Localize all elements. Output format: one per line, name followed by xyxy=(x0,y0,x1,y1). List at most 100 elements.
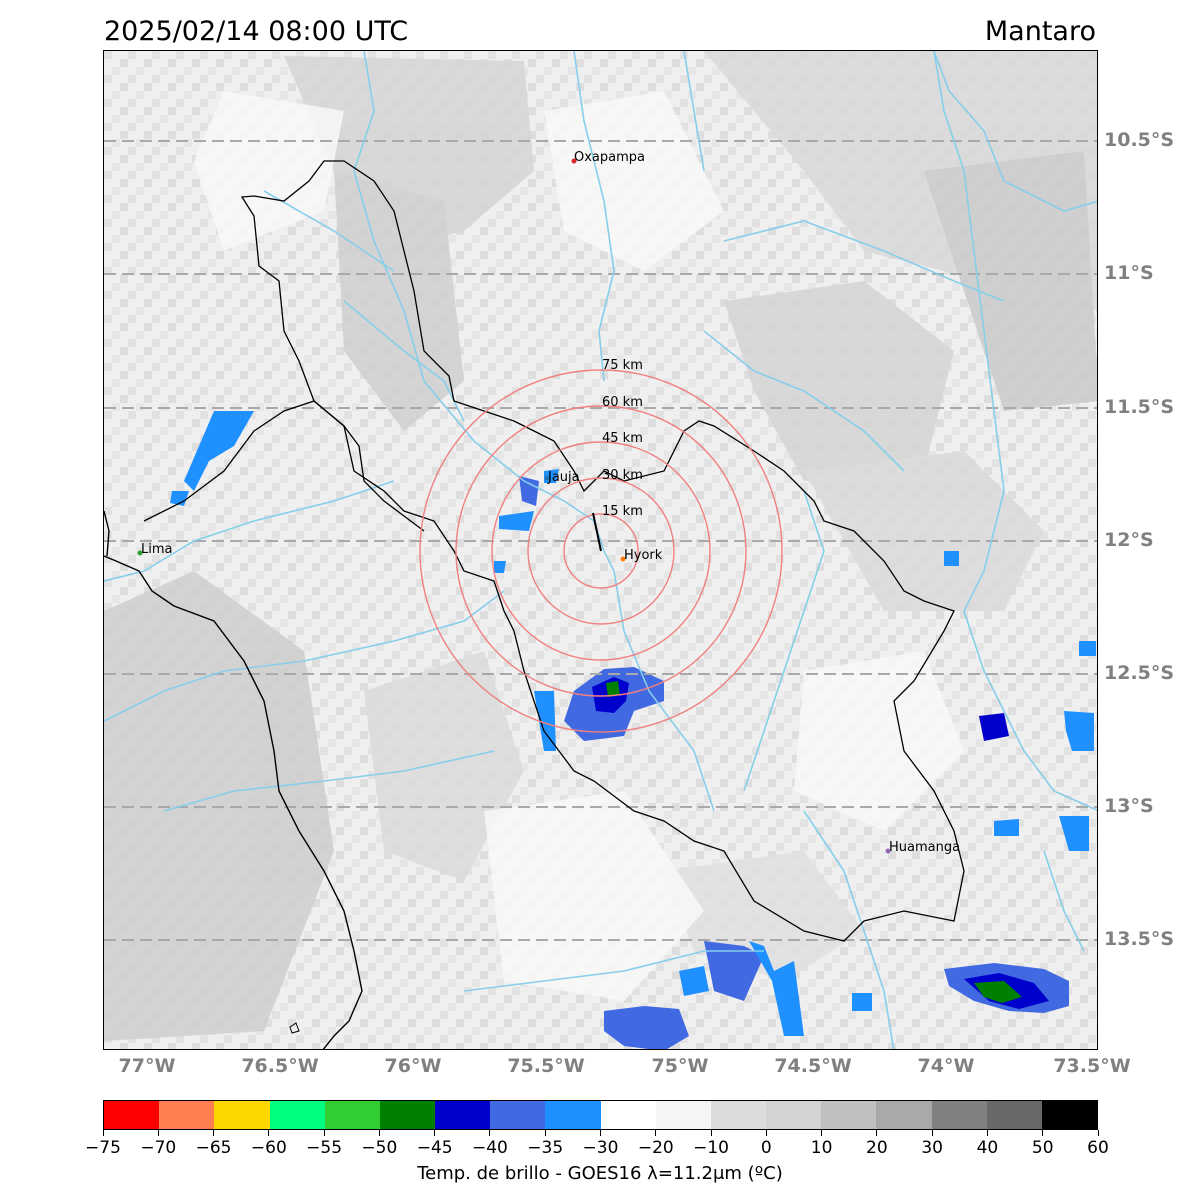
ring-label-45: 45 km xyxy=(602,431,643,446)
city-marker-hyork[interactable] xyxy=(620,556,626,562)
ring-label-60: 60 km xyxy=(602,395,643,410)
colorbar-tick xyxy=(876,1130,878,1136)
colorbar-tick-label: 50 xyxy=(1031,1138,1054,1158)
convective-cells xyxy=(170,411,1096,1049)
range-rings xyxy=(419,369,783,733)
colorbar-segment xyxy=(379,1101,436,1129)
colorbar-tick xyxy=(710,1130,712,1136)
lon-label-74: 74°W xyxy=(917,1055,975,1077)
colorbar-tick-label: 30 xyxy=(921,1138,943,1158)
colorbar-tick xyxy=(434,1130,436,1136)
colorbar-tick xyxy=(1097,1130,1099,1136)
colorbar-tick xyxy=(821,1130,823,1136)
satellite-map[interactable]: 15 km 30 km 45 km 60 km 75 km Oxapampa J… xyxy=(103,50,1098,1050)
ring-label-75: 75 km xyxy=(602,358,643,373)
colorbar-tick-label: −20 xyxy=(637,1138,674,1158)
lat-label-10-5: 10.5°S xyxy=(1104,129,1175,151)
city-marker-lima[interactable] xyxy=(137,550,143,556)
coastline-north xyxy=(104,510,110,557)
colorbar-segment xyxy=(655,1101,711,1129)
city-marker-jauja[interactable] xyxy=(544,475,550,481)
colorbar-tick-label: −10 xyxy=(693,1138,729,1158)
white-clear-areas xyxy=(194,91,964,1001)
latitude-grid xyxy=(104,140,1097,941)
map-datetime-title: 2025/02/14 08:00 UTC xyxy=(104,16,409,47)
colorbar-segment xyxy=(545,1101,601,1129)
temperature-colorbar xyxy=(103,1100,1098,1130)
colorbar-tick-label: −70 xyxy=(140,1138,177,1158)
colorbar-tick xyxy=(323,1130,325,1136)
lat-label-12: 12°S xyxy=(1104,529,1154,551)
colorbar-tick-label: −75 xyxy=(85,1138,121,1158)
colorbar-tick-label: −55 xyxy=(306,1138,343,1158)
colorbar-tick-label: −65 xyxy=(195,1138,232,1158)
lon-label-74-5: 74.5°W xyxy=(774,1055,852,1077)
colorbar-tick xyxy=(268,1130,270,1136)
basin-boundary-west xyxy=(143,400,425,532)
lat-label-13-5: 13.5°S xyxy=(1104,928,1175,950)
colorbar-segment xyxy=(600,1101,656,1129)
ring-label-30: 30 km xyxy=(602,468,643,483)
rivers xyxy=(104,51,1097,1049)
colorbar-segment xyxy=(986,1101,1042,1129)
colorbar-tick xyxy=(489,1130,491,1136)
city-label-jauja: Jauja xyxy=(547,470,580,485)
colorbar-segment xyxy=(435,1101,491,1129)
lon-label-73-5: 73.5°W xyxy=(1053,1055,1131,1077)
coastline xyxy=(104,555,363,1049)
colorbar-segment xyxy=(931,1101,987,1129)
colorbar-tick-label: −50 xyxy=(361,1138,398,1158)
colorbar-title: Temp. de brillo - GOES16 λ=11.2μm (ºC) xyxy=(417,1163,783,1184)
lon-label-76-5: 76.5°W xyxy=(241,1055,319,1077)
colorbar-segment xyxy=(821,1101,877,1129)
colorbar-tick-label: 10 xyxy=(810,1138,833,1158)
city-label-hyork: Hyork xyxy=(624,548,663,563)
ring-label-15: 15 km xyxy=(602,504,643,519)
city-label-oxapampa: Oxapampa xyxy=(574,150,645,165)
city-marker-huamanga[interactable] xyxy=(885,848,891,854)
colorbar-tick xyxy=(102,1130,104,1136)
colorbar-tick xyxy=(600,1130,601,1136)
colorbar-segment xyxy=(104,1101,160,1129)
lat-label-11-5: 11.5°S xyxy=(1104,396,1175,418)
lat-label-13: 13°S xyxy=(1104,795,1154,817)
basin-boundary xyxy=(240,160,965,942)
colorbar-tick xyxy=(213,1130,215,1136)
colorbar-tick xyxy=(655,1130,657,1136)
colorbar-tick-label: 20 xyxy=(866,1138,888,1158)
colorbar-segment xyxy=(324,1101,380,1129)
colorbar-tick xyxy=(157,1130,159,1136)
lon-label-75-5: 75.5°W xyxy=(507,1055,585,1077)
colorbar-segment xyxy=(710,1101,767,1129)
map-region-title: Mantaro xyxy=(984,16,1096,47)
colorbar-segment xyxy=(876,1101,932,1129)
colorbar-tick-label: −45 xyxy=(416,1138,453,1158)
radar-beam-line xyxy=(592,512,602,552)
colorbar-tick xyxy=(544,1130,546,1136)
city-label-lima: Lima xyxy=(141,542,172,557)
colorbar-tick xyxy=(986,1130,988,1136)
city-label-huamanga: Huamanga xyxy=(889,840,960,855)
colorbar-segment xyxy=(269,1101,325,1129)
colorbar-tick xyxy=(378,1130,380,1136)
colorbar-segment xyxy=(1041,1101,1098,1129)
lat-label-12-5: 12.5°S xyxy=(1104,662,1175,684)
lon-label-75: 75°W xyxy=(651,1055,709,1077)
colorbar-tick xyxy=(765,1130,767,1136)
city-marker-oxapampa[interactable] xyxy=(571,158,577,164)
colorbar-tick-label: 0 xyxy=(760,1138,772,1158)
colorbar-tick-label: −40 xyxy=(471,1138,508,1158)
lon-label-77: 77°W xyxy=(118,1055,176,1077)
island xyxy=(289,1022,300,1034)
colorbar-tick xyxy=(931,1130,933,1136)
colorbar-tick-label: 60 xyxy=(1087,1138,1109,1158)
colorbar-tick-label: 40 xyxy=(976,1138,999,1158)
lon-label-76: 76°W xyxy=(384,1055,442,1077)
colorbar-tick xyxy=(1042,1130,1044,1136)
colorbar-segment xyxy=(766,1101,822,1129)
colorbar-segment xyxy=(214,1101,270,1129)
colorbar-tick-label: −35 xyxy=(527,1138,564,1158)
colorbar-segment xyxy=(159,1101,215,1129)
lat-label-11: 11°S xyxy=(1104,262,1154,284)
map-canvas: 15 km 30 km 45 km 60 km 75 km Oxapampa J… xyxy=(104,51,1097,1049)
